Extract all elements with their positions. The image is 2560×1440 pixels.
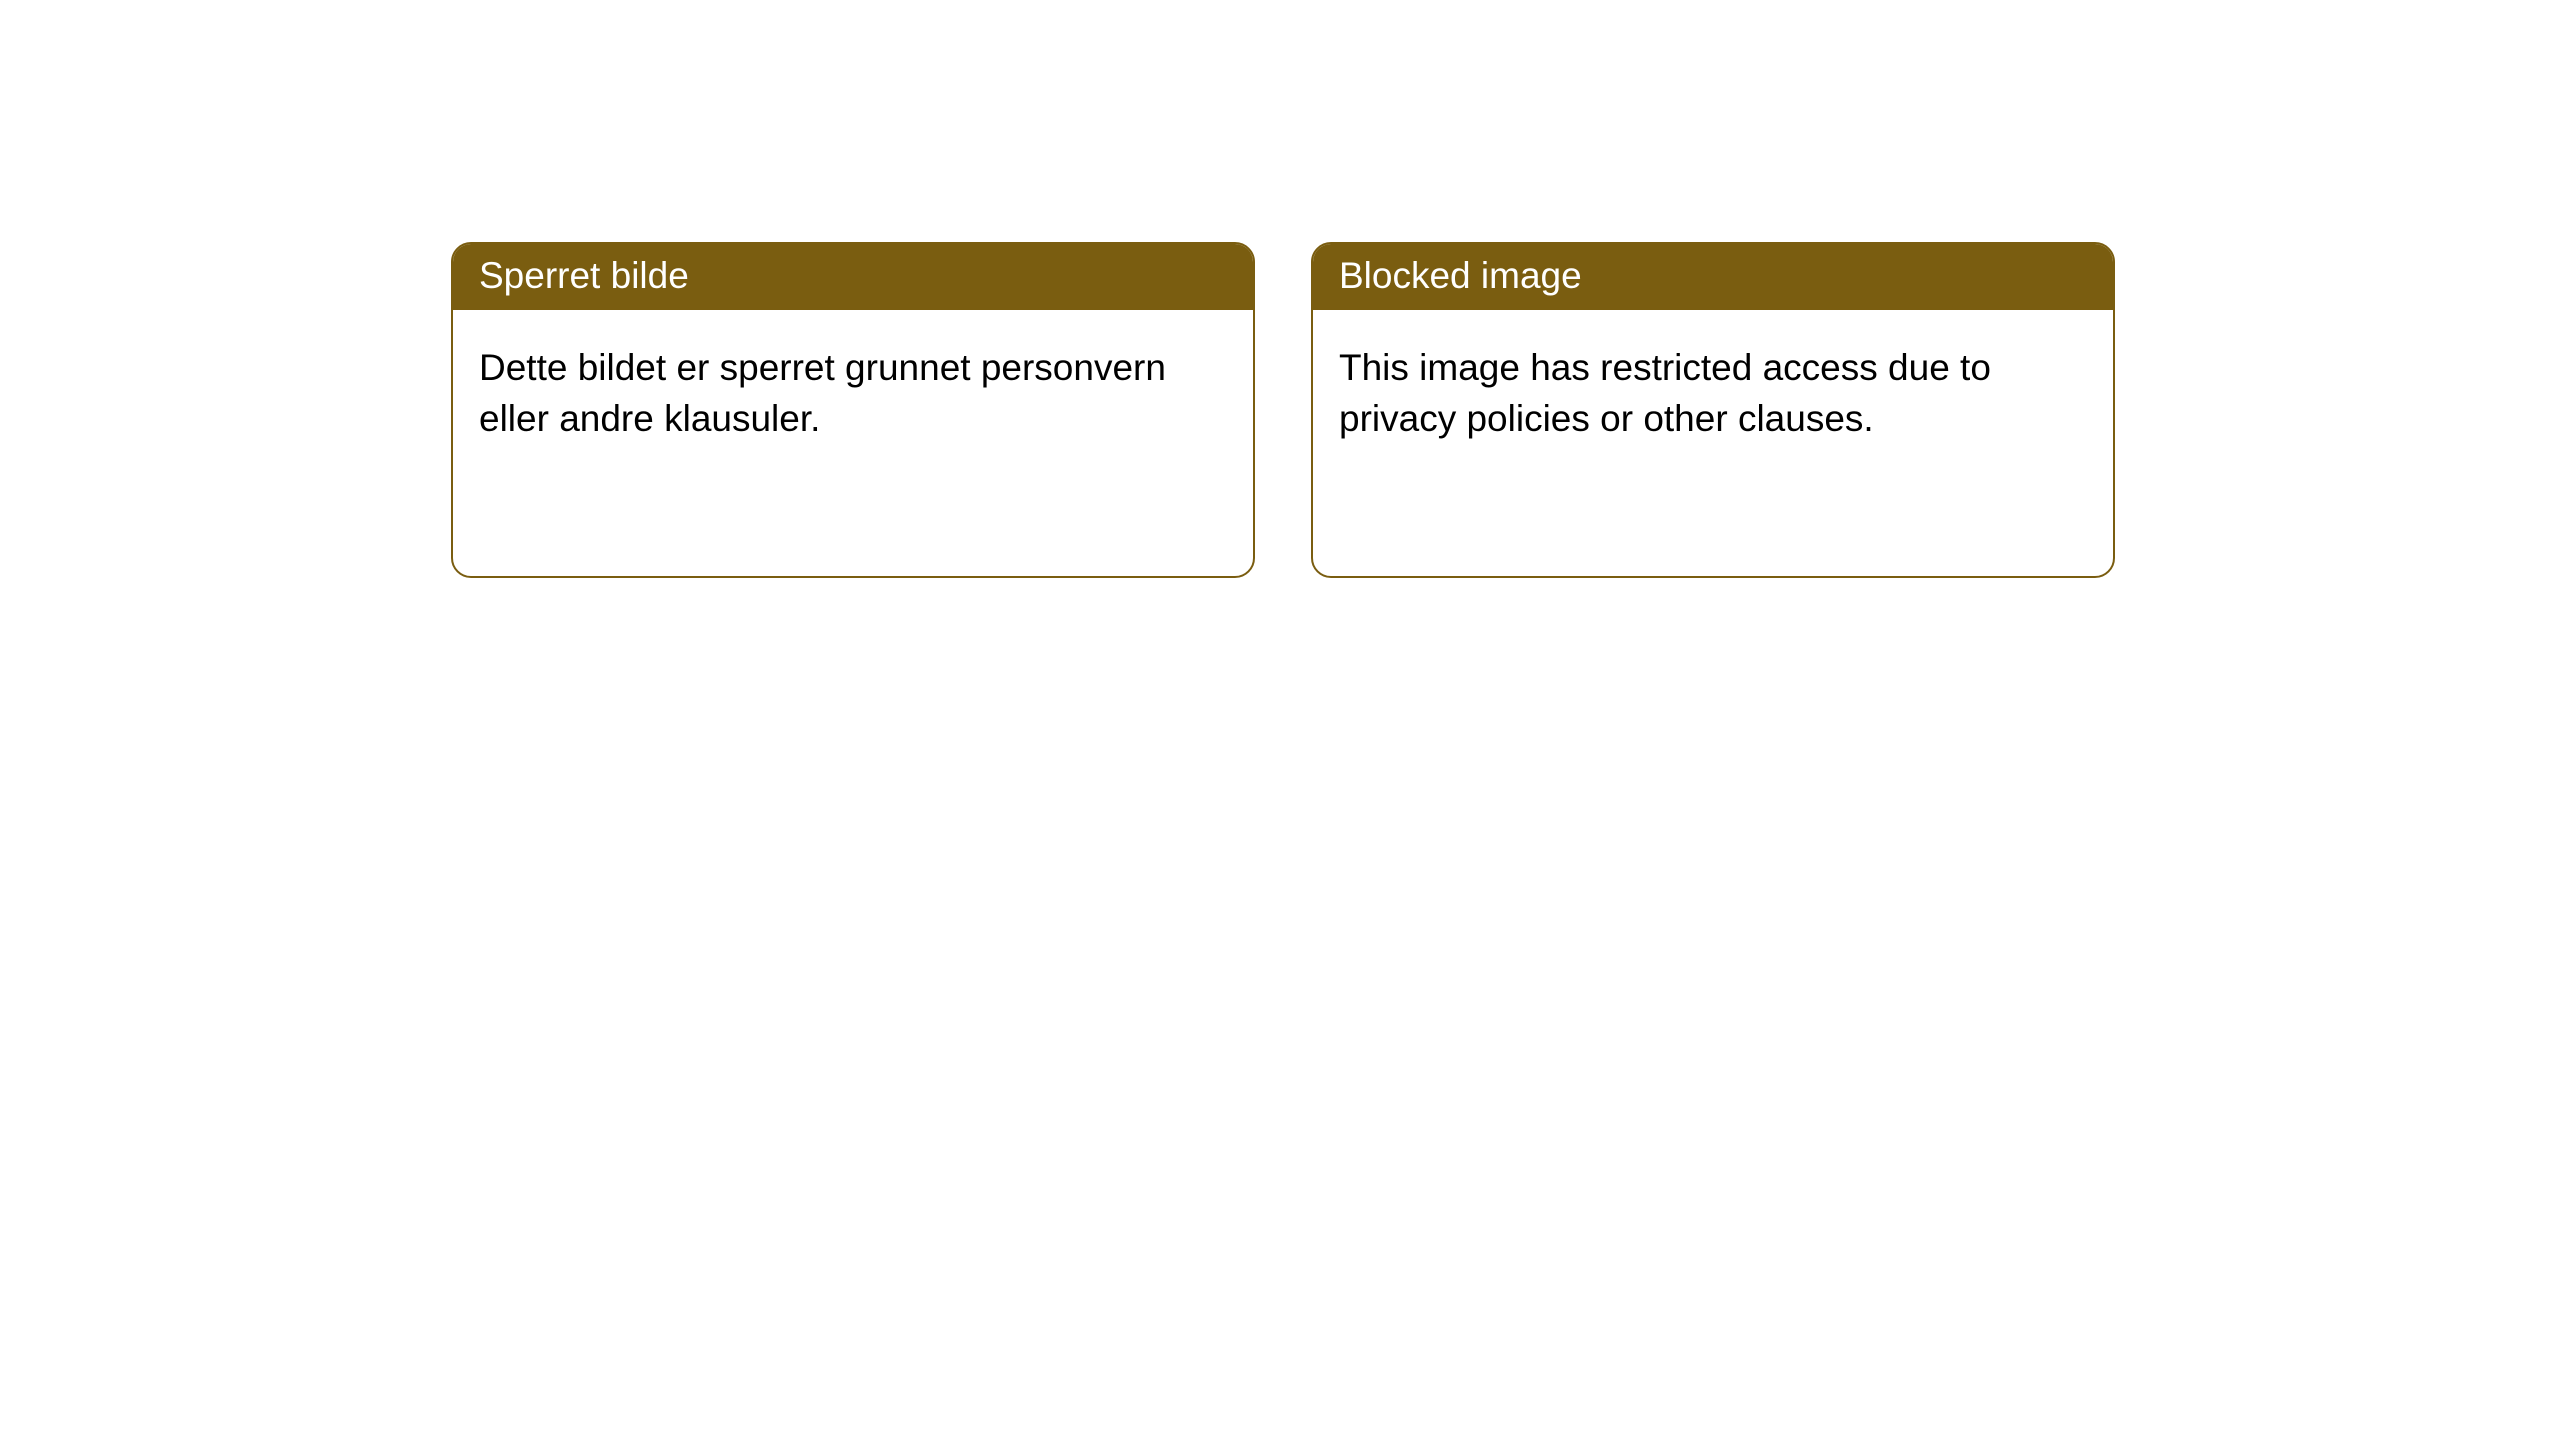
notice-body: This image has restricted access due to … (1313, 310, 2113, 476)
notice-title: Blocked image (1313, 244, 2113, 310)
notice-card-english: Blocked image This image has restricted … (1311, 242, 2115, 578)
notice-card-norwegian: Sperret bilde Dette bildet er sperret gr… (451, 242, 1255, 578)
notice-title: Sperret bilde (453, 244, 1253, 310)
notice-container: Sperret bilde Dette bildet er sperret gr… (0, 0, 2560, 578)
notice-body: Dette bildet er sperret grunnet personve… (453, 310, 1253, 476)
